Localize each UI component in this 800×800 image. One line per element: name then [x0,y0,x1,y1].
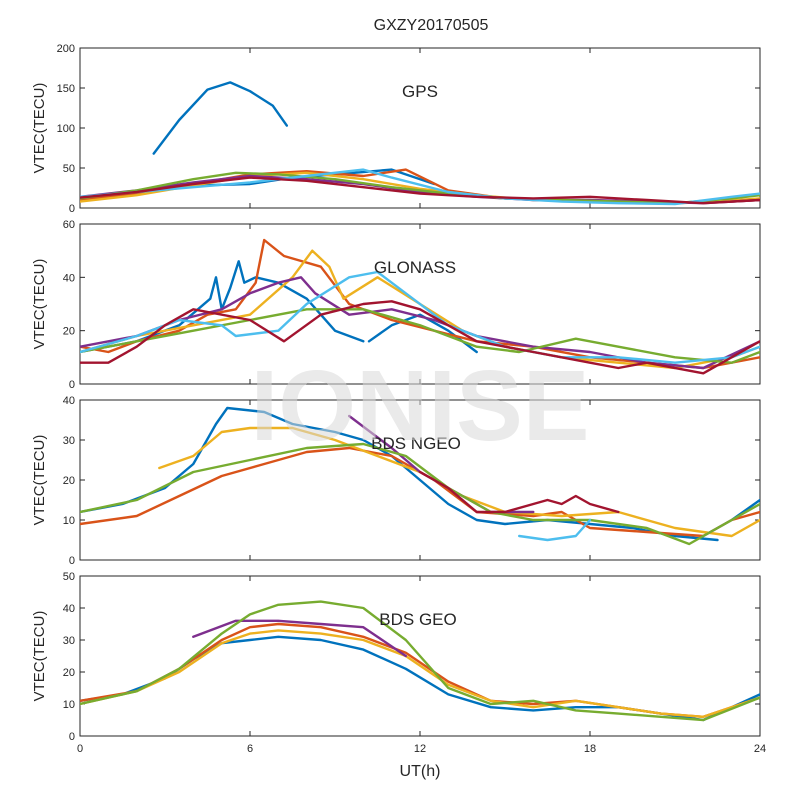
series-group [80,600,760,722]
y-tick-label: 40 [63,272,75,284]
x-tick-label: 12 [414,743,426,755]
panel-label: BDS GEO [379,610,456,629]
series-line-8 [80,300,760,375]
x-tick-label: 6 [247,743,253,755]
y-tick-label: 20 [63,475,75,487]
watermark: IONISE [251,350,590,462]
y-axis-label: VTEC(TECU) [31,435,48,526]
series-line-5 [80,600,760,722]
series-group [80,238,760,375]
y-tick-label: 40 [63,395,75,407]
series-line-7 [80,168,760,206]
y-tick-label: 60 [63,219,75,231]
y-tick-label: 20 [63,326,75,338]
y-tick-label: 10 [63,515,75,527]
y-tick-label: 200 [57,43,75,55]
y-tick-label: 20 [63,667,75,679]
y-axis-label: VTEC(TECU) [31,83,48,174]
panel-4: 0 6 12 18 24 0 10 20 30 40 50 VTEC(TECU) BDS GEO [31,571,766,755]
figure-title: GXZY20170505 [374,17,489,34]
y-tick-label: 10 [63,699,75,711]
y-tick-label: 30 [63,635,75,647]
series-line-4 [192,619,407,658]
series-line-8 [80,176,760,205]
x-axis-label: UT(h) [400,763,441,780]
y-tick-label: 50 [63,571,75,583]
y-axis-label: VTEC(TECU) [31,611,48,702]
series-line-6 [80,308,760,364]
series-group [80,81,760,206]
series-line-1 [152,81,288,155]
x-tick-label: 24 [754,743,766,755]
y-axis-label: VTEC(TECU) [31,259,48,350]
series-line-7 [518,518,592,542]
y-tick-label: 30 [63,435,75,447]
series-line-8 [418,470,620,514]
y-tick-label: 150 [57,83,75,95]
y-tick-label: 50 [63,163,75,175]
y-tick-label: 0 [69,379,75,391]
series-group [80,406,760,546]
series-line-7 [80,270,760,364]
panel-label: GLONASS [374,258,456,277]
y-tick-label: 0 [69,203,75,215]
panel-2: 0 20 40 60 VTEC(TECU) GLONASS [31,219,761,391]
panel-1: 0 50 100 150 200 VTEC(TECU) GPS [31,43,761,215]
y-tick-label: 0 [69,555,75,567]
panel-3: 0 10 20 30 40 VTEC(TECU) BDS NGEO [31,395,761,567]
y-tick-label: 0 [69,731,75,743]
y-tick-label: 40 [63,603,75,615]
x-tick-label: 0 [77,743,83,755]
panel-label: BDS NGEO [371,434,461,453]
y-tick-label: 100 [57,123,75,135]
panel-label: GPS [402,82,438,101]
x-tick-label: 18 [584,743,596,755]
